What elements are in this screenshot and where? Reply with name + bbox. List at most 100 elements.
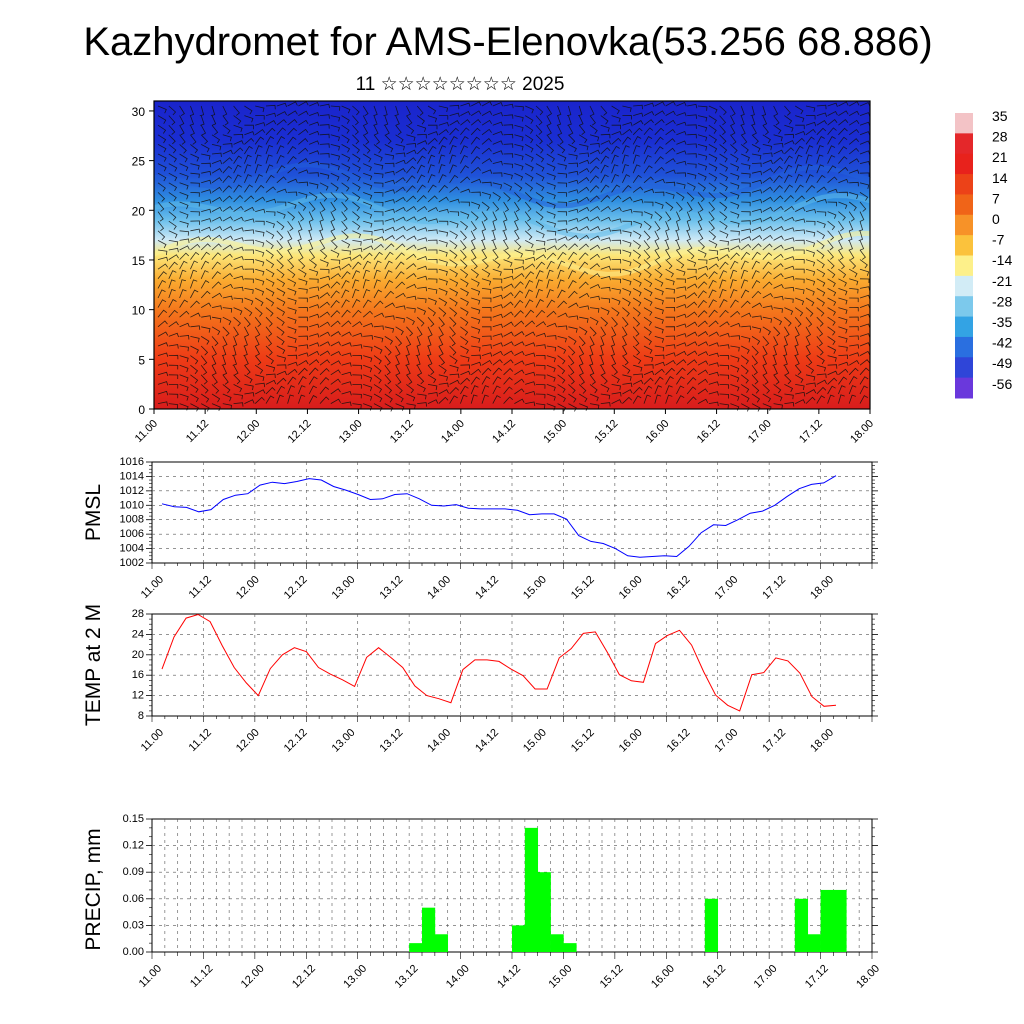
x-tick-label: 13.00 [341, 963, 369, 991]
colorbar-swatch [955, 357, 973, 379]
y-tick-label: 25 [132, 155, 146, 169]
y-axis-label: PRECIP, mm [82, 828, 105, 950]
y-axis-label: TEMP at 2 M [82, 604, 105, 726]
y-tick-label: 16 [132, 669, 144, 681]
x-tick-label: 16.00 [617, 574, 645, 602]
precip-bar [524, 827, 539, 952]
colorbar-label: -35 [992, 314, 1012, 330]
x-tick-label: 12.00 [234, 727, 262, 755]
x-tick-label: 17.12 [797, 418, 825, 446]
y-tick-label: 8 [138, 710, 144, 722]
colorbar-swatch [955, 133, 973, 155]
colorbar-label: 28 [992, 129, 1008, 145]
x-tick-label: 13.00 [330, 574, 358, 602]
precip-bar [807, 934, 821, 952]
x-tick-label: 15.00 [521, 574, 549, 602]
precip-bar [704, 898, 719, 952]
isotherm [153, 192, 871, 239]
colorbar-label: 35 [992, 108, 1008, 124]
x-tick-label: 18.00 [848, 418, 876, 446]
x-tick-label: 17.00 [746, 418, 774, 446]
y-tick-label: 12 [132, 690, 144, 702]
y-axis-label: PMSL [82, 484, 105, 541]
temp-panel: 8 12 16 20 24 28 TEMP at 2 M 11.00 11.12 12.00 12.… [82, 604, 878, 755]
precip-bar [409, 943, 423, 952]
colorbar-label: -7 [992, 232, 1005, 248]
x-tick-label: 11.00 [139, 574, 166, 601]
x-tick-label: 13.00 [337, 418, 365, 446]
precip-bar [550, 934, 564, 952]
colorbar: 35 28 21 14 7 0 -7 -14 -21 -28 -35 -42 -49 -56 [955, 108, 1012, 399]
x-tick-label: 15.00 [521, 727, 549, 755]
x-tick-label: 14.12 [495, 963, 523, 991]
colorbar-label: 7 [992, 190, 1000, 206]
colorbar-label: -21 [992, 273, 1012, 289]
x-tick-label: 16.12 [665, 574, 693, 602]
precip-panel: 0.00 0.03 0.06 0.09 0.12 0.15 PRECIP, mm 11.00 1… [82, 813, 882, 991]
colorbar-swatch [955, 316, 973, 338]
colorbar-swatch [955, 336, 973, 358]
x-tick-label: 13.12 [377, 574, 405, 602]
colorbar-swatch [955, 153, 973, 175]
y-tick-label: 1014 [120, 470, 144, 482]
x-tick-label: 16.00 [649, 963, 677, 991]
pmsl-panel: 1002 1004 1006 1008 1010 1012 1014 1016 PMSL 11.0… [82, 456, 878, 602]
colorbar-label: 14 [992, 170, 1008, 186]
x-tick-label: 16.00 [644, 418, 672, 446]
colorbar-swatch [955, 377, 973, 399]
y-tick-label: 5 [138, 353, 145, 367]
colorbar-label: 21 [992, 149, 1008, 165]
x-tick-label: 11.12 [184, 418, 211, 445]
x-tick-label: 13.12 [393, 963, 421, 991]
x-tick-label: 13.00 [330, 727, 358, 755]
y-tick-label: 0.15 [123, 813, 144, 825]
y-tick-label: 0.09 [123, 866, 144, 878]
wind-barbs [157, 101, 871, 412]
colorbar-label: -28 [992, 293, 1012, 309]
x-tick-label: 12.00 [239, 963, 267, 991]
x-tick-label: 11.12 [187, 574, 214, 601]
x-tick-label: 14.12 [490, 418, 518, 446]
x-tick-label: 17.12 [760, 574, 788, 602]
x-tick-label: 16.12 [665, 727, 693, 755]
y-tick-label: 0.12 [123, 840, 144, 852]
x-tick-label: 13.12 [377, 727, 405, 755]
precip-bar [422, 907, 436, 952]
x-tick-label: 18.00 [854, 963, 882, 991]
colorbar-swatch [955, 296, 973, 318]
x-tick-label: 14.12 [473, 574, 501, 602]
page-title: Kazhydromet for AMS-Elenovka(53.256 68.8… [83, 20, 933, 64]
colorbar-swatch [955, 214, 973, 236]
colorbar-label: -14 [992, 252, 1012, 268]
colorbar-swatch [955, 275, 973, 297]
precip-bar [833, 889, 847, 952]
x-tick-label: 18.00 [808, 727, 836, 755]
x-tick-label: 17.00 [712, 574, 740, 602]
colorbar-swatch [955, 194, 973, 216]
x-tick-label: 14.00 [425, 574, 453, 602]
y-tick-label: 28 [132, 608, 144, 620]
precip-bar [820, 889, 834, 952]
y-tick-label: 1012 [120, 485, 144, 497]
x-tick-label: 16.12 [695, 418, 723, 446]
x-tick-label: 12.12 [282, 727, 310, 755]
x-tick-label: 12.12 [286, 418, 314, 446]
x-tick-label: 11.00 [133, 418, 160, 445]
x-tick-label: 16.12 [700, 963, 728, 991]
isotherm [153, 162, 871, 209]
precip-bar [794, 898, 809, 952]
x-tick-label: 15.12 [592, 418, 620, 446]
x-tick-label: 12.00 [234, 574, 262, 602]
x-tick-label: 11.12 [188, 963, 215, 990]
x-tick-label: 13.12 [388, 418, 416, 446]
x-tick-label: 17.00 [712, 727, 740, 755]
x-tick-label: 15.12 [598, 963, 626, 991]
x-tick-label: 15.00 [546, 963, 574, 991]
x-tick-label: 11.12 [187, 727, 214, 754]
page-subtitle: 11 ☆☆☆☆☆☆☆☆ 2025 [355, 74, 565, 95]
x-tick-label: 14.00 [439, 418, 467, 446]
precip-bar [563, 943, 577, 952]
x-tick-label: 11.00 [137, 963, 164, 990]
y-tick-label: 1016 [120, 456, 144, 468]
x-tick-label: 17.00 [752, 963, 780, 991]
